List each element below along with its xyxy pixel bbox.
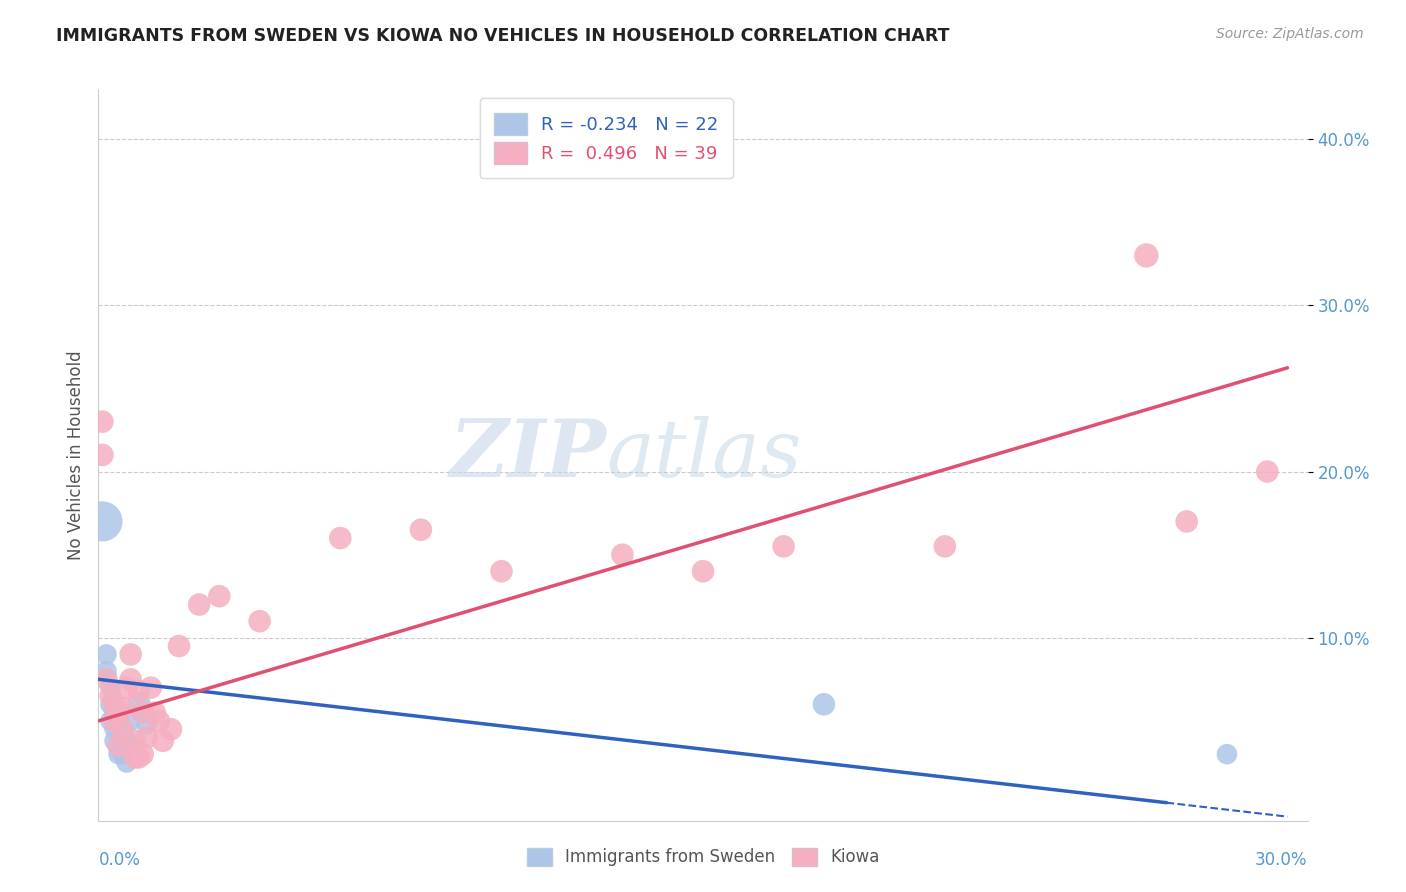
Point — [96, 664, 118, 678]
Point — [111, 723, 134, 737]
Point — [103, 714, 125, 728]
Point — [143, 706, 166, 720]
Point — [612, 548, 634, 562]
Point — [124, 744, 146, 758]
Point — [135, 717, 157, 731]
Point — [120, 714, 142, 728]
Point — [100, 714, 122, 728]
Point — [115, 756, 138, 770]
Point — [107, 747, 129, 761]
Point — [111, 747, 134, 761]
Point — [120, 648, 142, 662]
Text: ZIP: ZIP — [450, 417, 606, 493]
Point — [128, 750, 150, 764]
Point — [132, 706, 155, 720]
Point — [111, 700, 134, 714]
Point — [107, 706, 129, 720]
Point — [1256, 465, 1278, 479]
Point — [813, 698, 835, 712]
Point — [1135, 248, 1157, 262]
Y-axis label: No Vehicles in Household: No Vehicles in Household — [66, 350, 84, 560]
Point — [692, 564, 714, 578]
Point — [208, 589, 231, 603]
Point — [100, 689, 122, 703]
Point — [91, 515, 114, 529]
Point — [249, 614, 271, 628]
Point — [139, 681, 162, 695]
Point — [132, 706, 155, 720]
Point — [167, 639, 190, 653]
Point — [124, 734, 146, 748]
Point — [491, 564, 513, 578]
Point — [96, 673, 118, 687]
Point — [103, 706, 125, 720]
Point — [934, 539, 956, 553]
Text: atlas: atlas — [606, 417, 801, 493]
Text: IMMIGRANTS FROM SWEDEN VS KIOWA NO VEHICLES IN HOUSEHOLD CORRELATION CHART: IMMIGRANTS FROM SWEDEN VS KIOWA NO VEHIC… — [56, 27, 949, 45]
Text: 30.0%: 30.0% — [1256, 851, 1308, 869]
Point — [148, 714, 170, 728]
Point — [128, 684, 150, 698]
Point — [160, 723, 183, 737]
Point — [103, 734, 125, 748]
Point — [96, 648, 118, 662]
Point — [135, 731, 157, 745]
Point — [103, 723, 125, 737]
Point — [409, 523, 432, 537]
Legend: R = -0.234   N = 22, R =  0.496   N = 39: R = -0.234 N = 22, R = 0.496 N = 39 — [479, 98, 733, 178]
Point — [115, 681, 138, 695]
Point — [100, 698, 122, 712]
Point — [107, 714, 129, 728]
Point — [115, 734, 138, 748]
Point — [107, 739, 129, 753]
Point — [132, 747, 155, 761]
Point — [103, 698, 125, 712]
Point — [329, 531, 352, 545]
Point — [91, 448, 114, 462]
Point — [1175, 515, 1198, 529]
Legend: Immigrants from Sweden, Kiowa: Immigrants from Sweden, Kiowa — [519, 839, 887, 875]
Point — [124, 750, 146, 764]
Point — [128, 698, 150, 712]
Point — [188, 598, 211, 612]
Point — [100, 681, 122, 695]
Point — [120, 673, 142, 687]
Text: 0.0%: 0.0% — [98, 851, 141, 869]
Point — [91, 415, 114, 429]
Point — [152, 734, 174, 748]
Point — [772, 539, 794, 553]
Point — [111, 734, 134, 748]
Point — [1216, 747, 1239, 761]
Text: Source: ZipAtlas.com: Source: ZipAtlas.com — [1216, 27, 1364, 41]
